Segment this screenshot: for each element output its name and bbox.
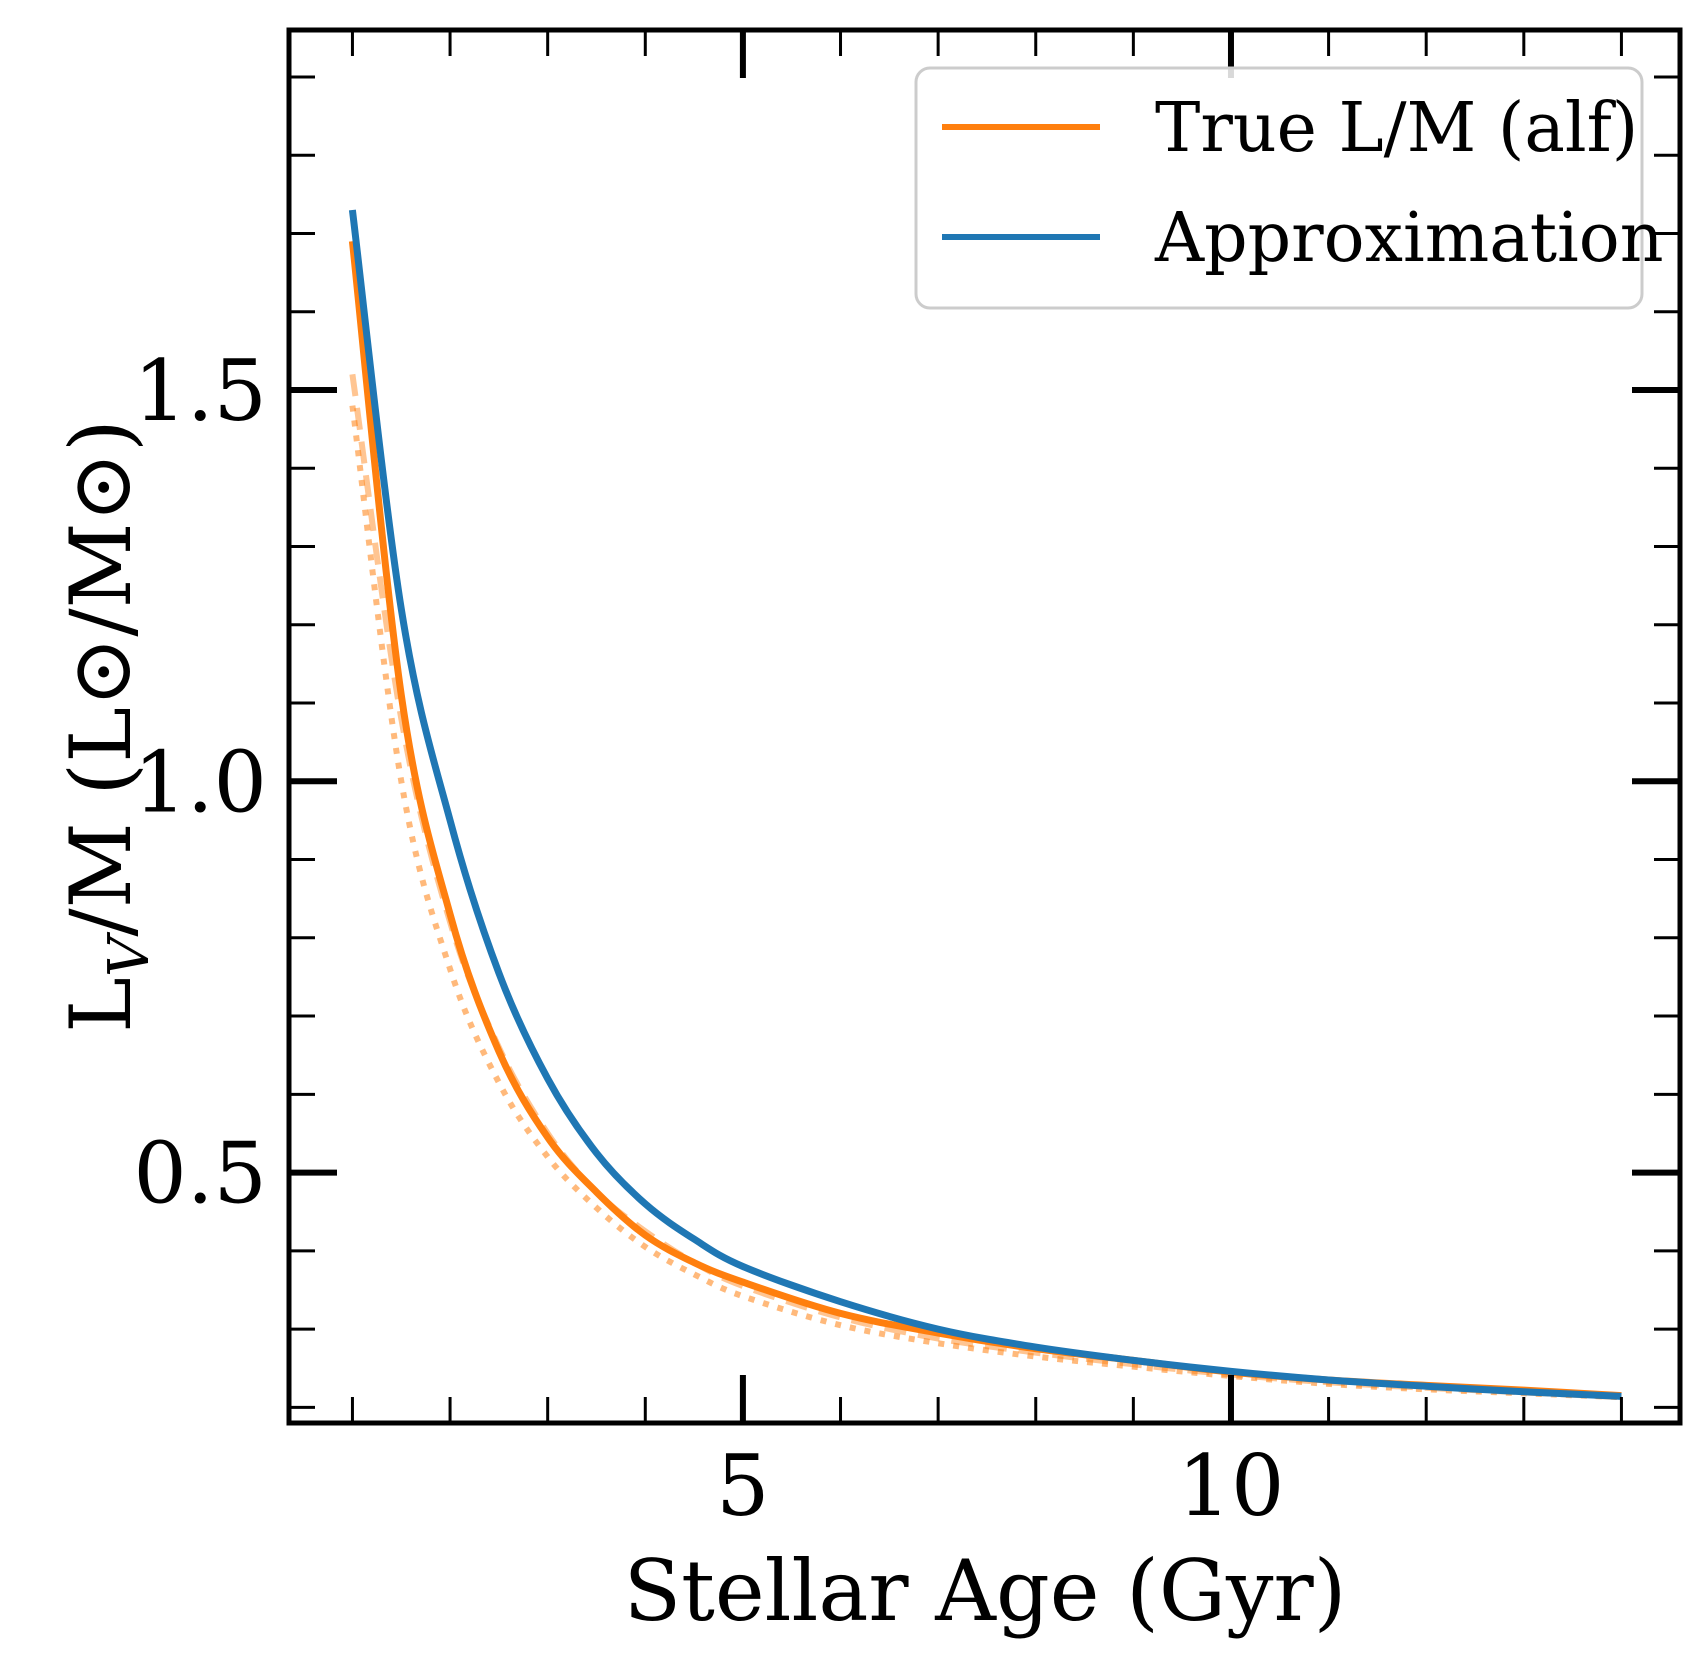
y-axis-label-subscript: V: [97, 931, 162, 977]
legend: True L/M (alf) Approximation: [914, 66, 1664, 310]
tick-labels: 5 10 0.5 1.0 1.5: [133, 342, 1284, 1535]
legend-label-true: True L/M (alf): [1155, 89, 1638, 168]
y-axis-label: LV/M (L⊙/M⊙): [52, 419, 162, 1033]
y-axis-label-main: L: [52, 977, 150, 1033]
axis-ticks: [289, 30, 1680, 1423]
series-faint-dotted: [349, 405, 1622, 1401]
x-tick-label: 5: [716, 1437, 769, 1535]
plot-lines: [348, 209, 1622, 1401]
series-true-lm: [348, 240, 1622, 1400]
y-tick-label: 1.0: [133, 733, 267, 831]
y-tick-label: 0.5: [133, 1125, 267, 1223]
y-axis-label-rest: /M (L⊙/M⊙): [52, 419, 150, 936]
x-axis-label: Stellar Age (Gyr): [624, 1542, 1347, 1640]
series-approximation: [348, 209, 1622, 1400]
legend-label-approx: Approximation: [1154, 199, 1664, 278]
x-tick-label: 10: [1178, 1437, 1285, 1535]
y-tick-label: 1.5: [133, 342, 267, 440]
plot-frame: [286, 27, 1683, 1426]
series-faint-dashed: [349, 373, 1622, 1401]
